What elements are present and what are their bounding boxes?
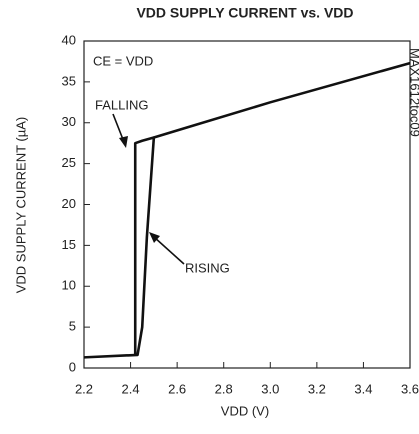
y-tick-label: 40 [62, 32, 76, 47]
plot-frame [83, 40, 411, 369]
x-tick-label: 3.0 [261, 381, 279, 396]
x-tick-label: 3.2 [308, 381, 326, 396]
x-axis-label: VDD (V) [221, 403, 269, 418]
x-tick-label: 2.8 [215, 381, 233, 396]
series-line [83, 61, 411, 359]
y-axis-label: VDD SUPPLY CURRENT (µA) [13, 117, 28, 294]
annotation: MAX1612toc09 [408, 48, 419, 137]
y-tick-label: 35 [62, 73, 76, 88]
series-line [133, 136, 155, 355]
chart-title: VDD SUPPLY CURRENT vs. VDD [136, 5, 353, 21]
annotation: RISING [185, 260, 230, 275]
y-tick-label: 5 [69, 319, 76, 334]
arrowhead [149, 232, 160, 243]
y-tick-label: 20 [62, 196, 76, 211]
annotation: FALLING [95, 97, 148, 112]
x-tick-label: 2.2 [75, 381, 93, 396]
x-tick-label: 2.6 [168, 381, 186, 396]
spacer [78, 56, 88, 76]
x-tick-label: 2.4 [122, 381, 140, 396]
x-tick-label: 3.6 [401, 381, 419, 396]
x-tick-label: 3.4 [354, 381, 372, 396]
arrowhead [119, 136, 128, 148]
y-tick-label: 10 [62, 278, 76, 293]
y-tick-label: 0 [69, 359, 76, 374]
y-tick-label: 30 [62, 114, 76, 129]
y-tick-label: 15 [62, 237, 76, 252]
y-tick-label: 25 [62, 155, 76, 170]
arrow [153, 236, 185, 265]
annotation: CE = VDD [93, 53, 153, 68]
